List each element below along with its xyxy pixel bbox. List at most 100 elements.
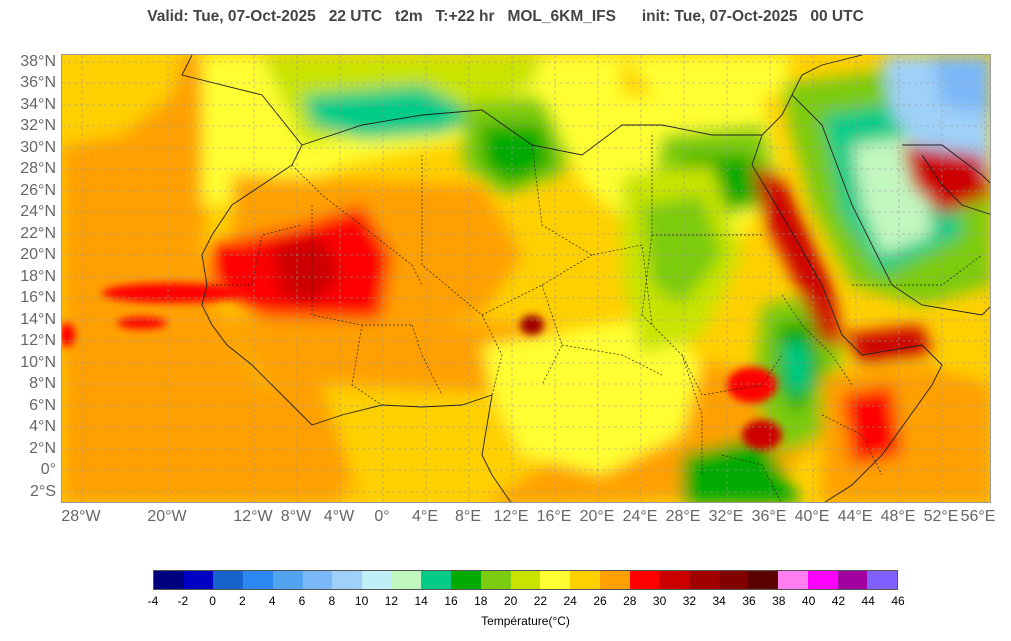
- color-scale-tick: -4: [147, 594, 159, 608]
- lat-label: 16°N: [20, 289, 56, 306]
- color-swatch: [540, 571, 571, 589]
- lat-label: 26°N: [20, 182, 56, 199]
- color-scale-bar: [153, 570, 898, 590]
- lon-label: 44°E: [837, 508, 873, 525]
- color-scale-tick: 44: [861, 594, 875, 608]
- color-swatch: [480, 571, 511, 589]
- lat-label: 28°N: [20, 160, 56, 177]
- title-lead: T:+22 hr: [435, 8, 495, 25]
- title-variable: t2m: [395, 8, 423, 25]
- lon-label: 28°E: [665, 508, 701, 525]
- color-scale-tick: 2: [239, 594, 246, 608]
- color-swatch: [837, 571, 868, 589]
- color-swatch: [778, 571, 808, 589]
- color-swatch: [421, 571, 452, 589]
- color-scale-tick: 6: [298, 594, 306, 608]
- lat-label: 32°N: [20, 117, 56, 134]
- color-scale-tick: 14: [414, 594, 428, 608]
- lon-label: 4°E: [412, 508, 438, 525]
- color-scale-unit: Température(°C): [481, 614, 570, 628]
- lon-label: 0°: [374, 508, 390, 525]
- color-scale-tick: 34: [712, 594, 726, 608]
- color-scale-tick: 40: [801, 594, 816, 608]
- lat-label: 18°N: [20, 268, 56, 285]
- color-swatch: [243, 571, 273, 589]
- lat-label: 4°N: [29, 418, 56, 435]
- lon-label: 16°E: [536, 508, 572, 525]
- lon-label: 48°E: [880, 508, 916, 525]
- lon-label: 52°E: [923, 508, 959, 525]
- color-swatch: [688, 571, 719, 589]
- lat-label: 36°N: [20, 74, 56, 91]
- color-swatch: [867, 571, 897, 589]
- lon-label: 4°W: [323, 508, 355, 525]
- color-swatch: [718, 571, 749, 589]
- color-swatch: [272, 571, 303, 589]
- lat-label: 24°N: [20, 203, 56, 220]
- color-swatch: [510, 571, 541, 589]
- lat-label: 0°: [40, 461, 56, 478]
- lat-label: 22°N: [20, 225, 56, 242]
- color-scale-tick: 12: [384, 594, 399, 608]
- color-scale-tick: 20: [503, 594, 518, 608]
- lat-label: 6°N: [29, 397, 56, 414]
- color-swatch: [451, 571, 481, 589]
- color-swatch: [659, 571, 689, 589]
- map-canvas: [62, 55, 990, 502]
- title-valid: Valid: Tue, 07-Oct-2025: [147, 8, 316, 25]
- color-scale-tick: 16: [444, 594, 458, 608]
- lon-label: 8°W: [280, 508, 312, 525]
- lon-label: 20°E: [579, 508, 615, 525]
- lat-label: 20°N: [20, 246, 56, 263]
- lat-label: 2°S: [30, 483, 56, 500]
- color-scale-tick: 26: [593, 594, 607, 608]
- color-swatch: [362, 571, 392, 589]
- color-swatch: [213, 571, 244, 589]
- color-swatch: [629, 571, 660, 589]
- lat-label: 34°N: [20, 96, 56, 113]
- color-scale-tick: 38: [772, 594, 786, 608]
- color-swatch: [391, 571, 422, 589]
- color-scale-tick: 0: [209, 594, 216, 608]
- lon-label: 56°E: [960, 508, 996, 525]
- lon-label: 8°E: [455, 508, 481, 525]
- temperature-map: [61, 54, 991, 503]
- color-swatch: [154, 571, 184, 589]
- color-scale-tick: 18: [474, 594, 488, 608]
- lon-label: 12°E: [493, 508, 529, 525]
- color-swatch: [807, 571, 838, 589]
- color-scale-tick: -2: [177, 594, 189, 608]
- lon-label: 20°W: [147, 508, 187, 525]
- color-scale-tick: 30: [652, 594, 667, 608]
- lat-label: 30°N: [20, 139, 56, 156]
- title-model: MOL_6KM_IFS: [507, 8, 616, 25]
- title-init: init: Tue, 07-Oct-2025: [641, 8, 798, 25]
- color-swatch: [748, 571, 779, 589]
- lon-label: 40°E: [794, 508, 830, 525]
- color-swatch: [332, 571, 363, 589]
- map-title: Valid: Tue, 07-Oct-2025 22 UTC t2m T:+22…: [0, 8, 1011, 26]
- lat-label: 10°N: [20, 354, 56, 371]
- color-scale-tick: 4: [268, 594, 276, 608]
- lon-label: 12°W: [233, 508, 273, 525]
- color-scale-tick: 24: [563, 594, 577, 608]
- color-swatch: [183, 571, 214, 589]
- color-swatch: [302, 571, 333, 589]
- lat-label: 14°N: [20, 311, 56, 328]
- color-swatch: [570, 571, 600, 589]
- title-init-hour: 00 UTC: [810, 8, 864, 25]
- borders: [212, 135, 983, 502]
- lon-label: 36°E: [751, 508, 787, 525]
- lat-label: 8°N: [29, 375, 56, 392]
- color-scale-tick: 22: [533, 594, 548, 608]
- color-scale-tick: 36: [742, 594, 756, 608]
- color-swatch: [599, 571, 630, 589]
- lat-label: 12°N: [20, 332, 56, 349]
- lon-label: 24°E: [622, 508, 658, 525]
- map-grid: [62, 55, 990, 502]
- lon-label: 28°W: [61, 508, 101, 525]
- color-scale-tick: 10: [354, 594, 369, 608]
- color-scale-tick: 28: [623, 594, 637, 608]
- color-scale-tick: 8: [328, 594, 336, 608]
- title-hour: 22 UTC: [328, 8, 383, 25]
